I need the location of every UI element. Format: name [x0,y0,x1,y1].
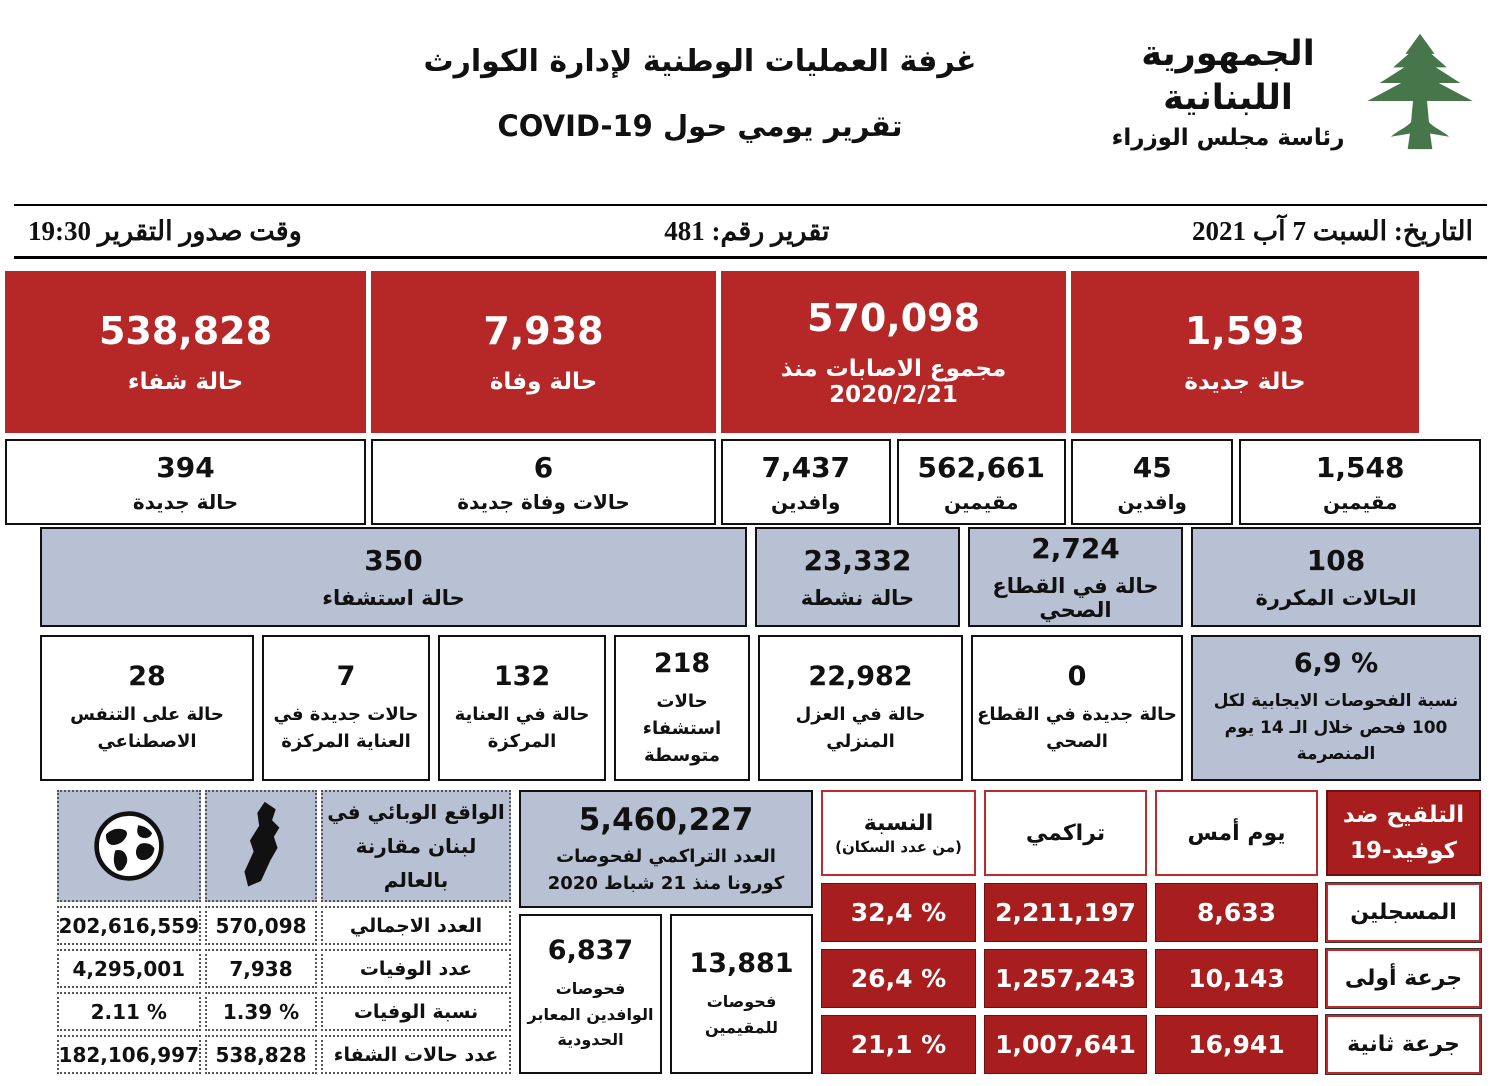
comparison-row-total-label: العدد الاجمالي [321,906,511,945]
second-dose-yesterday: 16,941 [1155,1015,1318,1074]
world-total: 202,616,559 [56,906,201,945]
total-cases-breakdown: 562,661 مقيمين 7,437 وافدين [721,439,1066,525]
report-time: وقت صدور التقرير 19:30 [28,215,302,246]
page-title-line2: تقرير يومي حول COVID-19 [420,109,980,143]
repeated-cases-card: 108 الحالات المكررة [1191,527,1481,627]
vaccination-col-cumulative: تراكمي [984,790,1147,876]
total-residents-card: 562,661 مقيمين [896,439,1066,525]
title-line2-covid: COVID-19 [497,109,653,143]
tests-block: 5,460,227 العدد التراكمي لفحوصات كورونا … [519,790,813,1074]
comparison-row-death-rate-label: نسبة الوفيات [321,992,511,1031]
icu-cases-card: 132 حالة في العناية المركزة [438,635,606,781]
lebanon-total: 570,098 [205,906,317,945]
first-dose-percentage: 26,4 % [821,949,976,1008]
new-icu-cases-card: 7 حالات جديدة في العناية المركزة [262,635,430,781]
moderate-hospitalization-card: 218 حالات استشفاء متوسطة [614,635,750,781]
lebanon-death-rate: 1.39 % [205,992,317,1031]
vaccination-col-yesterday: يوم أمس [1155,790,1318,876]
page-title-line1: غرفة العمليات الوطنية لإدارة الكوارث [423,44,977,79]
vaccination-col-percentage: النسبة (من عدد السكان) [821,790,976,876]
cedar-tree-icon [1367,33,1473,150]
registered-yesterday: 8,633 [1155,883,1318,942]
new-cases-value: 1,593 [1184,309,1306,353]
second-dose-percentage: 21,1 % [821,1015,976,1074]
deaths-card: 7,938 حالة وفاة [371,271,716,433]
world-recovered: 182,106,997 [56,1035,201,1074]
new-arrivals-card: 45 وافدين [1071,439,1234,525]
comparison-row-deaths-label: عدد الوفيات [321,949,511,988]
tests-breakdown: 13,881 فحوصات للمقيمين 6,837 فحوصات الوا… [519,914,813,1074]
new-residents-card: 1,548 مقيمين [1239,439,1481,525]
vaccination-row-second-dose-label: جرعة ثانية [1325,1014,1482,1075]
resident-tests-card: 13,881 فحوصات للمقيمين [670,914,813,1074]
home-isolation-card: 22,982 حالة في العزل المنزلي [758,635,963,781]
vaccination-row-first-dose-label: جرعة أولى [1325,948,1482,1009]
recovered-card: 538,828 حالة شفاء [5,271,366,433]
registered-cumulative: 2,211,197 [984,883,1147,942]
main-stats-grid: 1,593 حالة جديدة 570,098 مجموع الاصابات … [5,271,1481,525]
report-date: التاريخ: السبت 7 آب 2021 [1192,215,1473,246]
logo-calligraphy: الجمهورية اللبنانية رئاسة مجلس الوزراء [1096,33,1360,151]
meta-bar: التاريخ: السبت 7 آب 2021 تقرير رقم: 481 … [14,204,1487,259]
comparison-title: الواقع الوبائي في لبنان مقارنة بالعالم [321,790,511,902]
total-cases-card: 570,098 مجموع الاصابات منذ 2020/2/21 [721,271,1066,433]
lebanon-map-icon [205,790,317,902]
world-comparison-table: الواقع الوبائي في لبنان مقارنة بالعالم ا… [56,790,511,1074]
total-cases-label: مجموع الاصابات منذ 2020/2/21 [780,356,1007,408]
detail-row: 6,9 % نسبة الفحوصات الايجابية لكل 100 فح… [40,635,1481,781]
new-health-sector-cases-card: 0 حالة جديدة في القطاع الصحي [971,635,1183,781]
new-recovered-row: 394 حالة جديدة [5,439,366,525]
title-line2-arabic: تقرير يومي حول [662,109,903,143]
positivity-rate-card: 6,9 % نسبة الفحوصات الايجابية لكل 100 فح… [1191,635,1481,781]
registered-percentage: 32,4 % [821,883,976,942]
recovered-label: حالة شفاء [127,369,244,395]
lebanon-deaths: 7,938 [205,949,317,988]
recovered-value: 538,828 [98,309,273,353]
comparison-row-recovered-label: عدد حالات الشفاء [321,1035,511,1074]
active-cases-card: 23,332 حالة نشطة [755,527,960,627]
new-cases-breakdown: 1,548 مقيمين 45 وافدين [1071,439,1481,525]
new-cases-card: 1,593 حالة جديدة [1071,271,1419,433]
first-dose-cumulative: 1,257,243 [984,949,1147,1008]
arrival-tests-card: 6,837 فحوصات الوافدين المعابر الحدودية [519,914,662,1074]
lebanon-recovered: 538,828 [205,1035,317,1074]
deaths-value: 7,938 [483,309,604,353]
first-dose-yesterday: 10,143 [1155,949,1318,1008]
vaccination-table: التلقيح ضد كوفيد-19 يوم أمس تراكمي النسب… [821,790,1482,1075]
deaths-label: حالة وفاة [489,369,598,395]
new-recovered-card: 394 حالة جديدة [5,439,366,525]
vaccination-title-cell: التلقيح ضد كوفيد-19 [1326,790,1481,876]
page-title: غرفة العمليات الوطنية لإدارة الكوارث تقر… [420,44,980,143]
status-row: 108 الحالات المكررة 2,724 حالة في القطاع… [40,527,1481,627]
new-cases-label: حالة جديدة [1184,369,1306,395]
total-arrivals-card: 7,437 وافدين [721,439,891,525]
new-deaths-card: 6 حالات وفاة جديدة [371,439,716,525]
logo-line1: الجمهورية اللبنانية [1141,34,1315,118]
vaccination-row-registered-label: المسجلين [1325,882,1482,943]
cumulative-tests-card: 5,460,227 العدد التراكمي لفحوصات كورونا … [519,790,813,908]
bottom-section: التلقيح ضد كوفيد-19 يوم أمس تراكمي النسب… [56,790,1482,1075]
globe-icon [56,790,201,902]
ventilator-cases-card: 28 حالة على التنفس الاصطناعي [40,635,254,781]
hospitalized-cases-card: 350 حالة استشفاء [40,527,747,627]
world-death-rate: 2.11 % [56,992,201,1031]
new-deaths-row: 6 حالات وفاة جديدة [371,439,716,525]
report-number: تقرير رقم: 481 [664,215,830,246]
lebanese-republic-logo: الجمهورية اللبنانية رئاسة مجلس الوزراء [1096,12,1476,172]
logo-line2: رئاسة مجلس الوزراء [1111,124,1345,151]
second-dose-cumulative: 1,007,641 [984,1015,1147,1074]
total-cases-value: 570,098 [806,296,981,340]
world-deaths: 4,295,001 [56,949,201,988]
health-sector-cases-card: 2,724 حالة في القطاع الصحي [968,527,1183,627]
